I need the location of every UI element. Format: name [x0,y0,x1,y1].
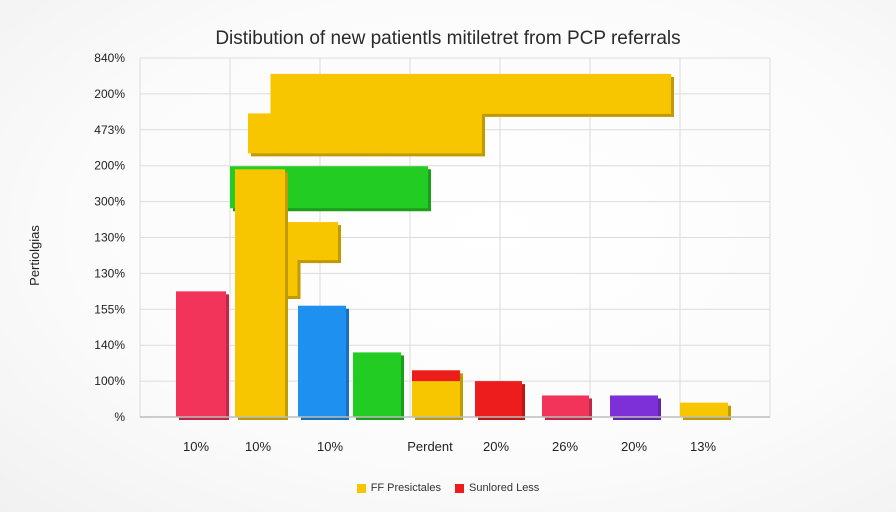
y-tick-label-10: 840% [94,51,125,65]
x-tick-label-0: 10% [183,439,209,454]
legend-item-2: Sunlored Less [454,482,540,494]
y-tick-label-0: % [114,410,125,424]
bar-7 [542,395,589,417]
x-tick-label-6: 20% [621,439,647,454]
x-tick-label-4: 20% [483,439,509,454]
x-tick-label-7: 13% [690,439,716,454]
y-tick-label-3: 155% [94,302,125,316]
legend-swatch-2 [454,483,464,493]
y-tick-label-8: 473% [94,123,125,137]
x-tick-label-2: 10% [317,439,343,454]
y-tick-label-1: 100% [94,374,125,388]
bar-8 [610,395,658,417]
y-tick-label-5: 130% [94,231,125,245]
bar-6 [475,381,522,417]
x-tick-label-5: 26% [552,439,578,454]
bar-4 [353,352,401,417]
x-tick-label-3: Perdent [407,439,453,454]
y-tick-label-2: 140% [94,338,125,352]
y-tick-label-9: 200% [94,87,125,101]
legend-item-1: FF Presictales [356,482,441,494]
y-tick-label-7: 200% [94,159,125,173]
hbar-2 [248,113,482,154]
legend-swatch-1 [356,483,366,493]
bar-2 [235,169,285,417]
y-tick-label-4: 130% [94,266,125,280]
y-tick-label-6: 300% [94,195,125,209]
x-tick-label-1: 10% [245,439,271,454]
bar-1 [176,291,226,417]
bar-5-cap [412,370,460,382]
chart-title: Distibution of new patientls mitiletret … [215,28,681,49]
legend-label-1: FF Presictales [370,482,441,494]
legend-label-2: Sunlored Less [468,482,540,494]
bar-3 [298,305,346,417]
bar-9 [680,402,728,417]
legend: FF Presictales Sunlored Less [0,482,896,494]
hbar-1 [270,73,671,114]
